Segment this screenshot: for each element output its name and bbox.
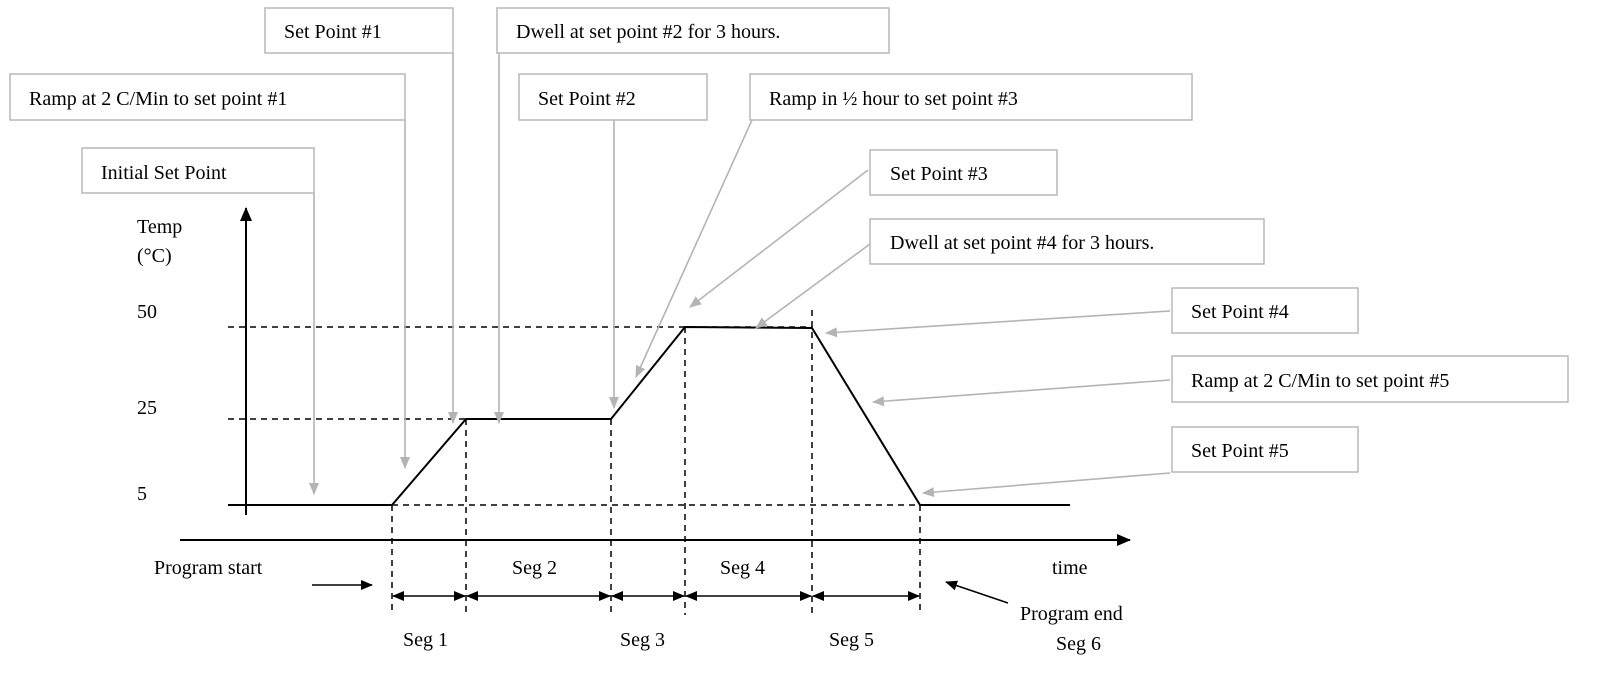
segment-boundaries — [391, 310, 921, 615]
seg5-label: Seg 5 — [829, 629, 874, 651]
leader-set-point-4 — [825, 310, 1171, 338]
program-end-label-line1: Program end — [1020, 603, 1123, 625]
y-tick-5: 5 — [137, 483, 147, 505]
temperature-profile-line — [228, 325, 1070, 506]
y-tick-50: 50 — [137, 301, 157, 323]
callout-set-point-4-text: Set Point #4 — [1191, 301, 1289, 323]
seg1-label: Seg 1 — [403, 629, 448, 651]
callout-leaders — [309, 53, 1171, 498]
seg4-label: Seg 4 — [720, 557, 765, 579]
callout-set-point-4: Set Point #4 — [1171, 287, 1359, 334]
program-end-arrow — [945, 580, 1009, 604]
y-axis-label-line1: Temp — [137, 216, 182, 238]
callout-initial-set-point: Initial Set Point — [81, 147, 315, 194]
leader-ramp-sp3 — [635, 119, 753, 378]
callout-set-point-5: Set Point #5 — [1171, 426, 1359, 473]
callout-ramp-sp3-text: Ramp in ½ hour to set point #3 — [769, 88, 1018, 110]
callout-set-point-2: Set Point #2 — [518, 73, 708, 121]
callout-set-point-3: Set Point #3 — [869, 149, 1058, 196]
callout-ramp-sp1: Ramp at 2 C/Min to set point #1 — [9, 73, 406, 121]
y-axis-label-line2: (°C) — [137, 245, 172, 267]
reference-lines — [228, 326, 920, 506]
program-end-label-line2: Seg 6 — [1056, 633, 1101, 655]
callout-dwell-sp4-text: Dwell at set point #4 for 3 hours. — [890, 232, 1154, 254]
axes — [180, 207, 1131, 546]
callout-ramp-sp3: Ramp in ½ hour to set point #3 — [749, 73, 1193, 121]
callout-ramp-sp5-text: Ramp at 2 C/Min to set point #5 — [1191, 370, 1449, 392]
leader-set-point-3 — [689, 169, 869, 308]
callout-set-point-3-text: Set Point #3 — [890, 163, 988, 185]
seg2-label: Seg 2 — [512, 557, 557, 579]
y-tick-25: 25 — [137, 397, 157, 419]
callout-set-point-1-text: Set Point #1 — [284, 21, 382, 43]
callout-initial-set-point-text: Initial Set Point — [101, 162, 227, 184]
callout-dwell-sp2-text: Dwell at set point #2 for 3 hours. — [516, 21, 780, 43]
x-axis-label: time — [1052, 557, 1088, 579]
callout-ramp-sp1-text: Ramp at 2 C/Min to set point #1 — [29, 88, 287, 110]
program-start-label: Program start — [154, 557, 263, 579]
callout-set-point-2-text: Set Point #2 — [538, 88, 636, 110]
leader-dwell-sp4 — [755, 243, 871, 329]
callout-set-point-1: Set Point #1 — [264, 7, 454, 54]
callout-dwell-sp4: Dwell at set point #4 for 3 hours. — [869, 218, 1265, 265]
callout-ramp-sp5: Ramp at 2 C/Min to set point #5 — [1171, 355, 1569, 403]
leader-ramp-sp5 — [872, 379, 1171, 407]
callout-set-point-5-text: Set Point #5 — [1191, 440, 1289, 462]
callout-dwell-sp2: Dwell at set point #2 for 3 hours. — [496, 7, 890, 54]
leader-set-point-5 — [922, 472, 1171, 498]
seg3-label: Seg 3 — [620, 629, 665, 651]
